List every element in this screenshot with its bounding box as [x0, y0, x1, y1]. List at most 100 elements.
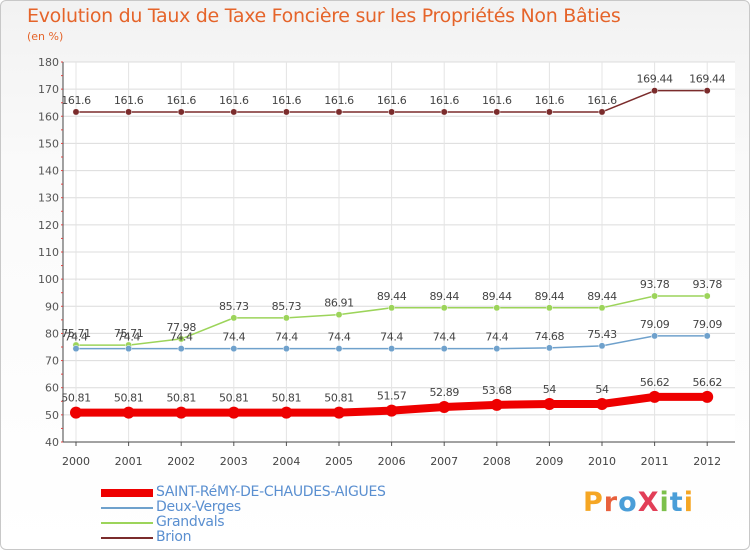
data-label: 89.44	[482, 290, 512, 303]
legend-label: Grandvals	[156, 514, 225, 530]
data-label: 50.81	[166, 392, 196, 405]
y-tick-label: 60	[45, 382, 59, 395]
legend-swatch	[101, 507, 153, 509]
data-point	[440, 345, 448, 353]
data-label: 89.44	[535, 290, 565, 303]
data-point	[72, 345, 80, 353]
legend-label: Brion	[156, 529, 192, 545]
data-label: 74.4	[380, 331, 403, 344]
x-tick-label: 2005	[325, 455, 353, 468]
data-point	[598, 342, 606, 350]
data-label: 52.89	[429, 386, 459, 399]
logo-letter: X	[637, 487, 660, 518]
data-label: 74.4	[433, 331, 456, 344]
data-point	[282, 345, 290, 353]
data-label: 161.6	[535, 94, 565, 107]
data-point	[545, 344, 553, 352]
data-label: 161.6	[429, 94, 459, 107]
data-label: 50.81	[114, 392, 144, 405]
data-label: 161.6	[219, 94, 249, 107]
data-label: 74.4	[275, 331, 298, 344]
logo-letter: r	[603, 487, 619, 518]
data-label: 51.57	[377, 390, 407, 403]
data-point	[122, 406, 135, 419]
data-label: 75.71	[61, 327, 91, 340]
x-tick-label: 2001	[115, 455, 143, 468]
data-label: 50.81	[272, 392, 302, 405]
data-label: 50.81	[61, 392, 91, 405]
data-point	[335, 345, 343, 353]
logo-letter: i	[659, 487, 670, 518]
data-point	[438, 401, 451, 414]
proxiti-logo: ProXiti	[583, 487, 694, 518]
data-point	[282, 108, 290, 116]
data-point	[440, 108, 448, 116]
data-label: 161.6	[377, 94, 407, 107]
data-label: 86.91	[324, 297, 354, 310]
data-point	[648, 390, 661, 403]
x-tick-label: 2000	[62, 455, 90, 468]
data-point	[70, 406, 82, 419]
data-label: 161.6	[166, 94, 196, 107]
data-label: 54	[543, 383, 557, 396]
data-label: 53.68	[482, 384, 512, 397]
data-label: 79.09	[640, 318, 670, 331]
data-label: 50.81	[324, 392, 354, 405]
data-label: 56.62	[692, 376, 722, 389]
data-point	[335, 108, 343, 116]
chart-title: Evolution du Taux de Taxe Foncière sur l…	[27, 5, 621, 27]
data-point	[72, 108, 80, 116]
data-point	[651, 87, 659, 95]
data-point	[177, 108, 185, 116]
line-chart: 40 50 60 70 80 90 100 110 120 130 140 150 160 170 180 2…	[38, 56, 735, 468]
x-tick-label: 2012	[693, 455, 721, 468]
data-label: 74.4	[65, 331, 88, 344]
data-label: 75.43	[587, 328, 617, 341]
unit-label: (en %)	[27, 30, 64, 43]
data-point	[493, 345, 501, 353]
data-label: 161.6	[272, 94, 302, 107]
x-tick-label: 2011	[641, 455, 669, 468]
data-label: 74.4	[328, 331, 351, 344]
logo-letter: t	[669, 487, 684, 518]
data-label: 75.71	[114, 327, 144, 340]
y-tick-label: 70	[45, 355, 59, 368]
data-label: 74.4	[485, 331, 508, 344]
data-point	[385, 404, 398, 417]
data-label: 50.81	[219, 392, 249, 405]
data-label: 89.44	[377, 290, 407, 303]
data-point	[125, 345, 133, 353]
data-label: 169.44	[689, 73, 725, 86]
y-tick-label: 90	[45, 300, 59, 313]
x-tick-label: 2007	[430, 455, 458, 468]
data-point	[230, 108, 238, 116]
data-point	[490, 398, 503, 411]
data-label: 169.44	[637, 73, 673, 86]
data-point	[175, 406, 188, 419]
y-tick-label: 180	[38, 56, 59, 69]
data-label: 89.44	[587, 290, 617, 303]
x-tick-label: 2003	[220, 455, 248, 468]
y-tick-label: 130	[38, 192, 59, 205]
data-label: 85.73	[219, 300, 249, 313]
data-label: 93.78	[692, 278, 722, 291]
y-tick-label: 50	[45, 409, 59, 422]
x-tick-label: 2009	[535, 455, 563, 468]
data-label: 74.4	[170, 331, 193, 344]
data-label: 77.98	[166, 321, 196, 334]
data-label: 161.6	[61, 94, 91, 107]
x-tick-label: 2010	[588, 455, 616, 468]
logo-letter: P	[583, 487, 604, 518]
data-label: 161.6	[114, 94, 144, 107]
data-point	[493, 304, 501, 312]
data-point	[651, 292, 659, 300]
y-tick-label: 40	[45, 436, 59, 449]
data-point	[651, 332, 659, 340]
y-tick-label: 160	[38, 110, 59, 123]
legend-label: SAINT-RéMY-DE-CHAUDES-AIGUES	[156, 484, 386, 500]
data-point	[388, 108, 396, 116]
data-label: 161.6	[482, 94, 512, 107]
y-tick-label: 110	[38, 246, 59, 259]
data-point	[335, 311, 343, 319]
data-point	[177, 335, 185, 343]
